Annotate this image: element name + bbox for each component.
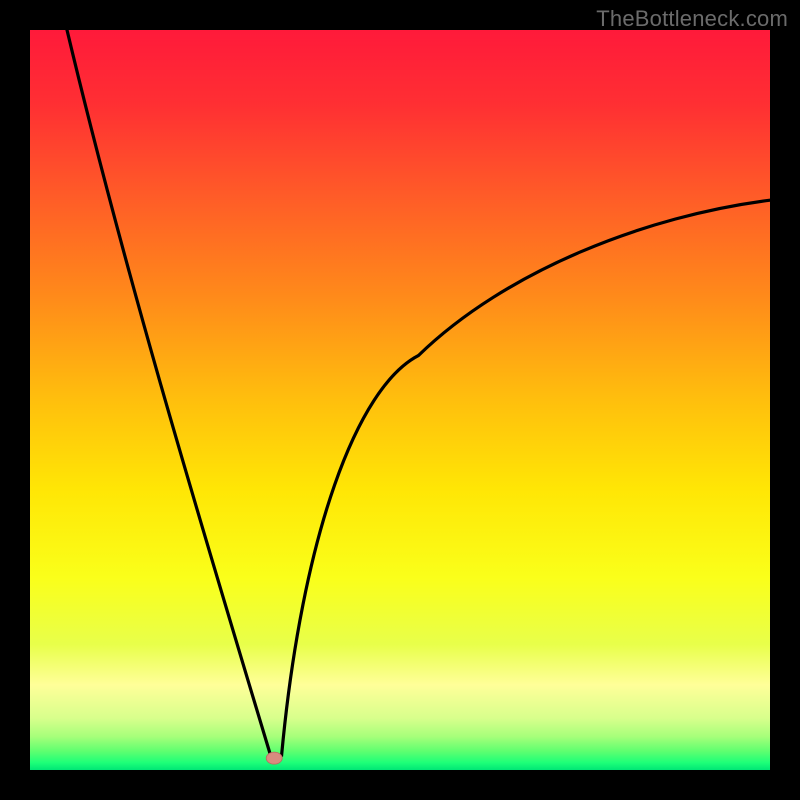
watermark-text: TheBottleneck.com [596,6,788,32]
chart-container: TheBottleneck.com [0,0,800,800]
gradient-background [30,30,770,770]
optimum-marker [266,752,282,764]
bottleneck-chart [0,0,800,800]
